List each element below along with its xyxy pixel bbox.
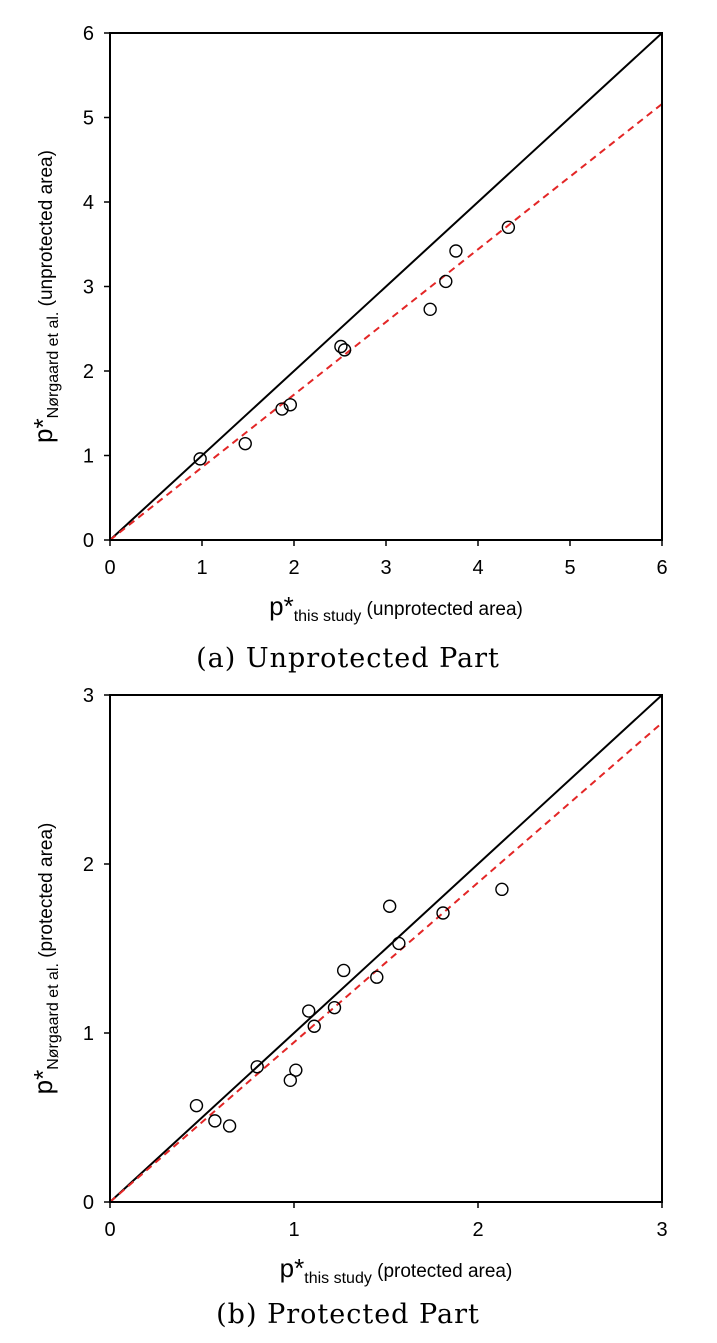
fit-line bbox=[110, 103, 662, 540]
data-point bbox=[392, 936, 406, 951]
data-point bbox=[336, 963, 351, 978]
chart-a: 0 1 2 3 4 5 6 0 1 2 3 4 5 6 p*this study (unprotected … bbox=[28, 23, 668, 674]
data-point bbox=[208, 1114, 222, 1128]
data-point bbox=[370, 970, 384, 984]
fit-line bbox=[110, 722, 662, 1202]
data-point bbox=[436, 906, 450, 920]
data-point bbox=[250, 1060, 264, 1074]
data-point bbox=[275, 402, 289, 416]
y-tick-label: 5 bbox=[83, 108, 94, 130]
x-tick-label: 0 bbox=[104, 557, 115, 579]
data-point bbox=[283, 1073, 298, 1088]
data-point bbox=[501, 220, 516, 235]
y-tick-label: 0 bbox=[83, 530, 94, 552]
data-point bbox=[193, 452, 207, 466]
y-tick-label: 1 bbox=[83, 1023, 94, 1045]
x-axis-label: p*this study (unprotected area) bbox=[269, 591, 523, 625]
y-tick-label: 3 bbox=[83, 277, 94, 299]
x-tick-label: 3 bbox=[656, 1219, 667, 1241]
data-point bbox=[307, 1019, 321, 1033]
data-point bbox=[449, 244, 463, 258]
y-tick-label: 2 bbox=[83, 854, 94, 876]
x-tick-label: 0 bbox=[104, 1219, 115, 1241]
data-point bbox=[337, 343, 352, 357]
data-point bbox=[289, 1063, 303, 1077]
figure-caption: (a) Unprotected Part bbox=[196, 643, 500, 674]
y-tick-label: 1 bbox=[83, 446, 94, 468]
data-point bbox=[222, 1119, 237, 1133]
y-axis-label: p*Nørgaard et al. (protected area) bbox=[28, 823, 62, 1095]
x-axis-label: p*this study (protected area) bbox=[280, 1253, 513, 1287]
data-point bbox=[439, 274, 453, 289]
data-point bbox=[495, 882, 509, 897]
x-tick-label: 3 bbox=[380, 557, 391, 579]
data-point bbox=[327, 1000, 342, 1015]
data-point bbox=[423, 302, 437, 317]
y-tick-label: 4 bbox=[83, 192, 94, 214]
y-tick-label: 2 bbox=[83, 361, 94, 383]
x-tick-label: 1 bbox=[196, 557, 207, 579]
equality-line bbox=[110, 695, 662, 1202]
x-tick-label: 4 bbox=[472, 557, 483, 579]
data-point bbox=[302, 1004, 316, 1018]
x-tick-label: 2 bbox=[288, 557, 299, 579]
data-point bbox=[238, 436, 252, 451]
x-tick-label: 1 bbox=[288, 1219, 299, 1241]
y-tick-label: 6 bbox=[83, 23, 94, 45]
equality-line bbox=[110, 33, 662, 540]
data-point bbox=[382, 899, 397, 913]
x-tick-label: 6 bbox=[656, 557, 667, 579]
chart-b: 0 1 2 3 0 1 2 3 p*this study (protected area) p*N… bbox=[28, 685, 668, 1330]
y-axis-label: p*Nørgaard et al. (unprotected area) bbox=[28, 150, 62, 443]
y-tick-label: 3 bbox=[83, 685, 94, 707]
data-point bbox=[334, 339, 348, 354]
y-tick-label: 0 bbox=[83, 1192, 94, 1214]
plot-frame bbox=[109, 694, 663, 1203]
x-tick-label: 2 bbox=[472, 1219, 483, 1241]
data-point bbox=[189, 1098, 204, 1113]
figure-caption: (b) Protected Part bbox=[216, 1299, 480, 1330]
x-tick-label: 5 bbox=[564, 557, 575, 579]
data-point bbox=[283, 398, 298, 412]
